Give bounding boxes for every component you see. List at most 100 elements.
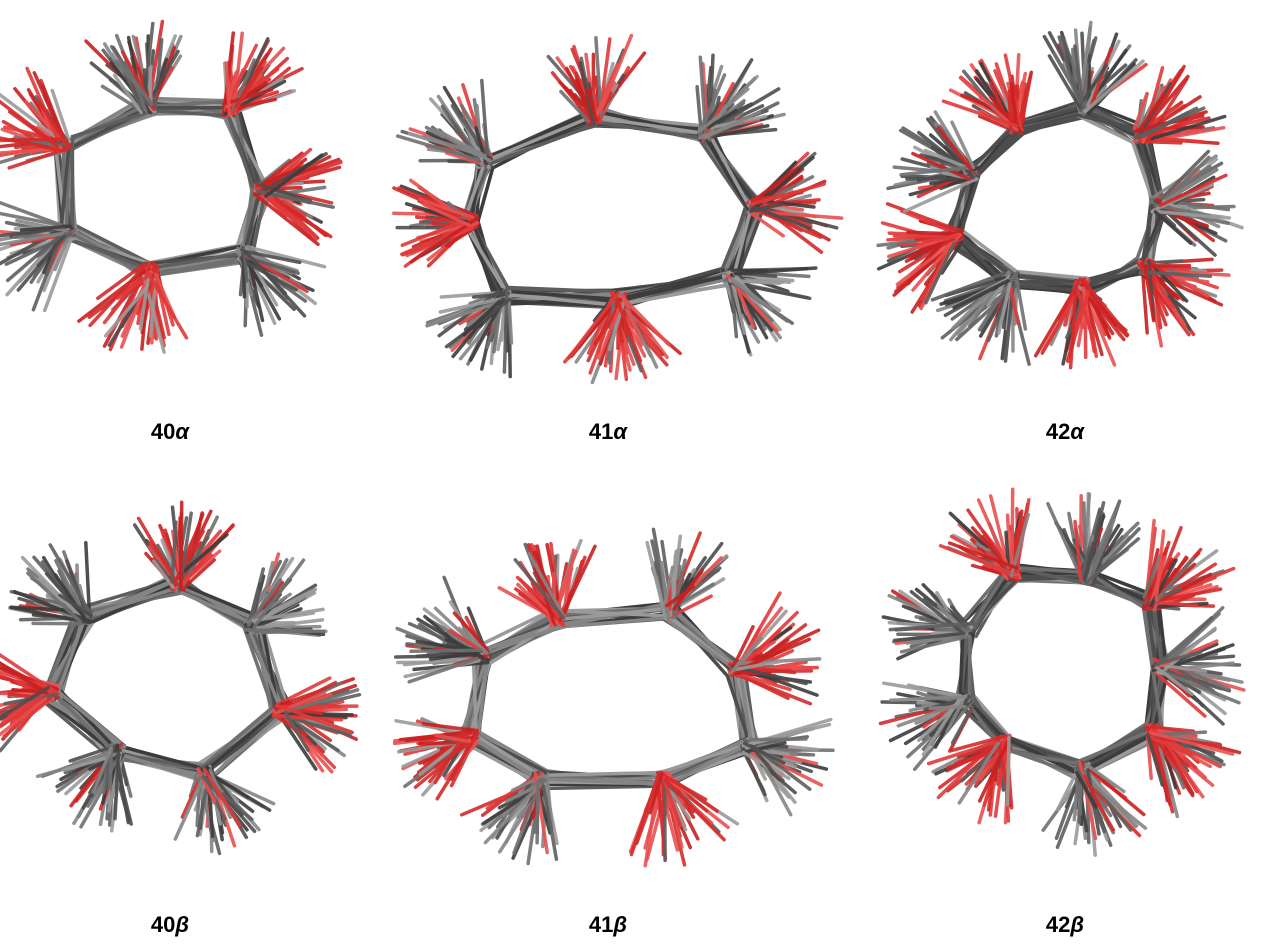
bond [1156, 650, 1203, 666]
panel-label: 40β [151, 912, 189, 937]
bond [1081, 771, 1138, 829]
bond [50, 88, 72, 144]
bond [938, 544, 1016, 576]
label-number: 42 [1046, 912, 1070, 937]
bond [252, 192, 320, 247]
bond [5, 228, 68, 283]
bond [730, 278, 774, 311]
bond [695, 85, 703, 130]
bond [976, 498, 1011, 570]
bond [749, 744, 781, 781]
backbone [70, 108, 267, 271]
bond [251, 607, 325, 623]
bond [906, 230, 963, 236]
bond [911, 151, 972, 181]
bond [994, 62, 1018, 123]
bond [559, 89, 591, 123]
bond [895, 242, 953, 287]
bond [435, 731, 480, 801]
bond [701, 81, 735, 142]
bond [897, 233, 961, 274]
bond [731, 625, 755, 669]
bond [84, 540, 92, 620]
bond [32, 71, 66, 141]
bond [957, 743, 1000, 759]
bond [1154, 187, 1202, 212]
bond [483, 783, 542, 845]
label-greek: β [1069, 912, 1084, 937]
bond [1091, 549, 1106, 586]
bond [1159, 626, 1217, 675]
label-greek: α [1070, 419, 1085, 444]
bond [735, 659, 784, 671]
bond [710, 87, 781, 131]
bond [1143, 265, 1156, 323]
bond [1162, 164, 1212, 202]
bond [206, 771, 272, 812]
bond [1084, 537, 1140, 585]
bond [1010, 81, 1019, 128]
bond [113, 750, 121, 821]
bond [515, 575, 562, 618]
bond [1163, 605, 1225, 667]
bond [1047, 54, 1082, 110]
molecule-ensemble [0, 19, 343, 354]
bond [957, 741, 1001, 805]
bond [1013, 271, 1028, 331]
bond [1153, 556, 1196, 604]
bond [749, 737, 808, 742]
bond [697, 73, 727, 137]
bond [1083, 59, 1145, 113]
bond [252, 558, 306, 629]
molecule-ensemble [392, 33, 844, 385]
bond [1153, 670, 1207, 718]
label-number: 42 [1046, 419, 1070, 444]
bond [1073, 282, 1095, 339]
backbone [64, 99, 255, 278]
bond [936, 126, 973, 172]
bond [888, 621, 976, 632]
bond [400, 216, 471, 248]
bond [96, 262, 146, 301]
bond [0, 697, 48, 737]
bond [261, 157, 341, 188]
panel-label: 42α [1046, 419, 1085, 444]
bond [246, 578, 283, 627]
bond [1074, 770, 1098, 809]
ensembles [0, 19, 1246, 868]
bond [0, 92, 63, 143]
bond [48, 543, 93, 617]
bond [407, 656, 479, 684]
bond [593, 63, 619, 120]
bond [565, 66, 596, 122]
bond [1132, 91, 1149, 131]
bond [409, 648, 482, 654]
bond [888, 694, 968, 702]
label-number: 41 [589, 912, 613, 937]
bond [947, 541, 1019, 570]
bond [752, 205, 812, 231]
bond [742, 741, 786, 765]
bond [930, 271, 1007, 302]
bond [741, 727, 815, 748]
bond [12, 589, 94, 624]
molecule-ensemble [0, 500, 362, 856]
bond [1155, 666, 1194, 696]
label-greek: α [175, 419, 190, 444]
bond [1083, 774, 1100, 807]
bond [430, 127, 492, 163]
panel-label: 40α [151, 419, 190, 444]
bond [471, 291, 511, 299]
bond [1005, 736, 1011, 807]
bond [615, 297, 643, 363]
bond [621, 294, 644, 347]
bond [246, 245, 327, 269]
bond [259, 183, 313, 203]
bond [1080, 277, 1130, 337]
bond [264, 153, 324, 198]
bond [438, 296, 508, 314]
bond [246, 256, 300, 275]
bond [902, 177, 979, 214]
bond [1079, 63, 1108, 107]
